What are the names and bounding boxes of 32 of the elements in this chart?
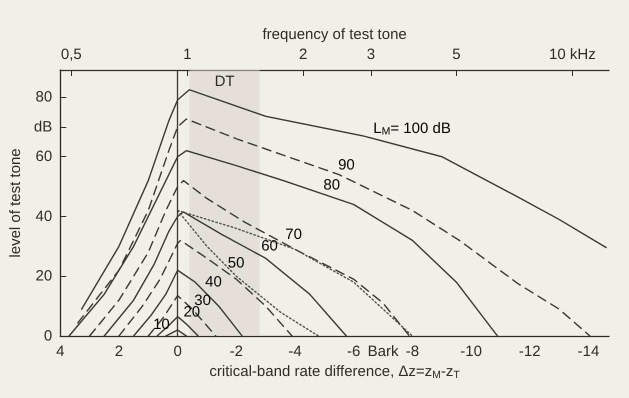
y-tick-label: 20 <box>36 268 52 285</box>
y-tick-label: 40 <box>36 208 52 225</box>
annotation: 90 <box>338 156 355 174</box>
x-tick-label: -8 <box>406 343 420 360</box>
x-tick-label: -10 <box>460 343 482 360</box>
y-axis-title: level of test tone <box>7 148 24 258</box>
x2-tick-label: 2 <box>298 46 308 63</box>
x2-tick-label: 0,5 <box>60 46 82 63</box>
x-tick-label: 0 <box>173 343 182 360</box>
annotation: 80 <box>323 176 340 194</box>
x-tick-label: 2 <box>114 343 124 360</box>
x-tick-label: -2 <box>230 343 243 360</box>
y-tick-label: 60 <box>36 148 52 166</box>
y-tick-label: 0 <box>44 328 52 344</box>
x2-tick-label: 1 <box>183 46 192 63</box>
x2-axis-title: frequency of test tone <box>262 26 407 44</box>
annotation: 50 <box>228 254 244 272</box>
x-tick-label: -14 <box>578 343 600 360</box>
x2-tick-label: 3 <box>366 46 376 63</box>
band-label: DT <box>214 73 235 90</box>
x-tick-label: -12 <box>518 343 541 360</box>
y-tick-label: dB <box>34 118 52 136</box>
x-tick-label: -6 <box>347 343 360 360</box>
annotation: 40 <box>205 273 222 290</box>
x-tick-label: 4 <box>56 343 64 360</box>
x2-tick-label: 10 kHz <box>549 46 596 63</box>
x-tick-label: -4 <box>288 343 302 360</box>
y-tick-label: 80 <box>36 88 52 106</box>
x2-tick-label: 5 <box>452 46 461 63</box>
annotation: 70 <box>285 226 302 244</box>
annotation: 60 <box>261 238 278 255</box>
x-tick-label: Bark <box>368 343 399 360</box>
